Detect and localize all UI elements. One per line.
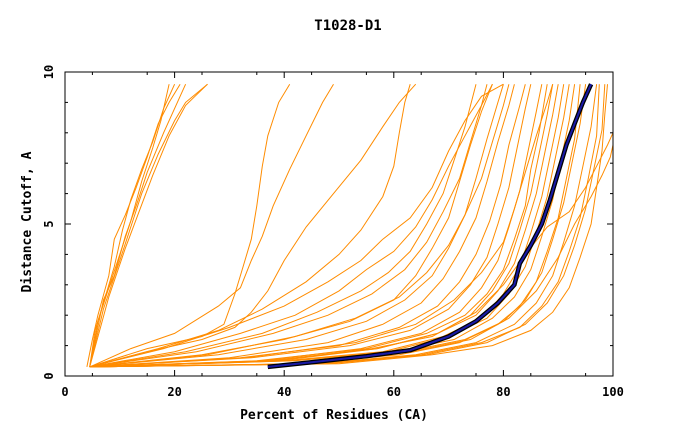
model-line-13 bbox=[89, 84, 477, 368]
y-tick-label: 0 bbox=[42, 372, 56, 379]
highlight-line-outline bbox=[267, 83, 594, 370]
x-tick-label: 100 bbox=[602, 385, 624, 399]
model-line-27 bbox=[89, 144, 614, 368]
model-line-14 bbox=[89, 84, 493, 368]
y-tick-label: 10 bbox=[42, 65, 56, 79]
model-line-15 bbox=[89, 84, 504, 368]
model-line-36 bbox=[89, 84, 608, 368]
model-line-4 bbox=[89, 83, 208, 368]
model-line-6 bbox=[89, 83, 208, 368]
model-line-9 bbox=[89, 83, 417, 368]
model-line-21 bbox=[89, 84, 565, 368]
model-line-25 bbox=[89, 84, 606, 368]
y-tick-label: 5 bbox=[42, 220, 56, 227]
model-line-31 bbox=[89, 84, 559, 368]
model-line-28 bbox=[89, 84, 554, 368]
series-layer bbox=[86, 83, 614, 370]
model-line-29 bbox=[89, 84, 548, 368]
x-tick-label: 0 bbox=[61, 385, 68, 399]
model-line-32 bbox=[89, 84, 600, 368]
x-tick-label: 20 bbox=[167, 385, 181, 399]
x-tick-label: 60 bbox=[387, 385, 401, 399]
model-line-24 bbox=[89, 84, 598, 368]
model-line-26 bbox=[89, 132, 614, 368]
y-axis-title: Distance Cutoff, A bbox=[20, 151, 35, 292]
model-line-34 bbox=[89, 84, 488, 368]
model-line-7 bbox=[89, 83, 334, 368]
model-line-10 bbox=[89, 84, 411, 368]
x-axis-title: Percent of Residues (CA) bbox=[240, 408, 428, 423]
model-line-18 bbox=[89, 84, 532, 368]
x-tick-label: 80 bbox=[496, 385, 510, 399]
model-line-33 bbox=[89, 84, 510, 368]
chart-title: T1028-D1 bbox=[314, 18, 381, 34]
model-line-16 bbox=[89, 84, 515, 368]
model-line-22 bbox=[89, 84, 576, 368]
highlight-line bbox=[267, 83, 593, 368]
model-line-2 bbox=[89, 83, 176, 367]
model-line-5 bbox=[89, 83, 187, 368]
model-line-12 bbox=[89, 83, 493, 368]
axes-layer: 0 20 40 60 80 100 0 5 10 bbox=[42, 65, 624, 399]
x-tick-label: 40 bbox=[277, 385, 291, 399]
model-line-11 bbox=[89, 83, 504, 368]
